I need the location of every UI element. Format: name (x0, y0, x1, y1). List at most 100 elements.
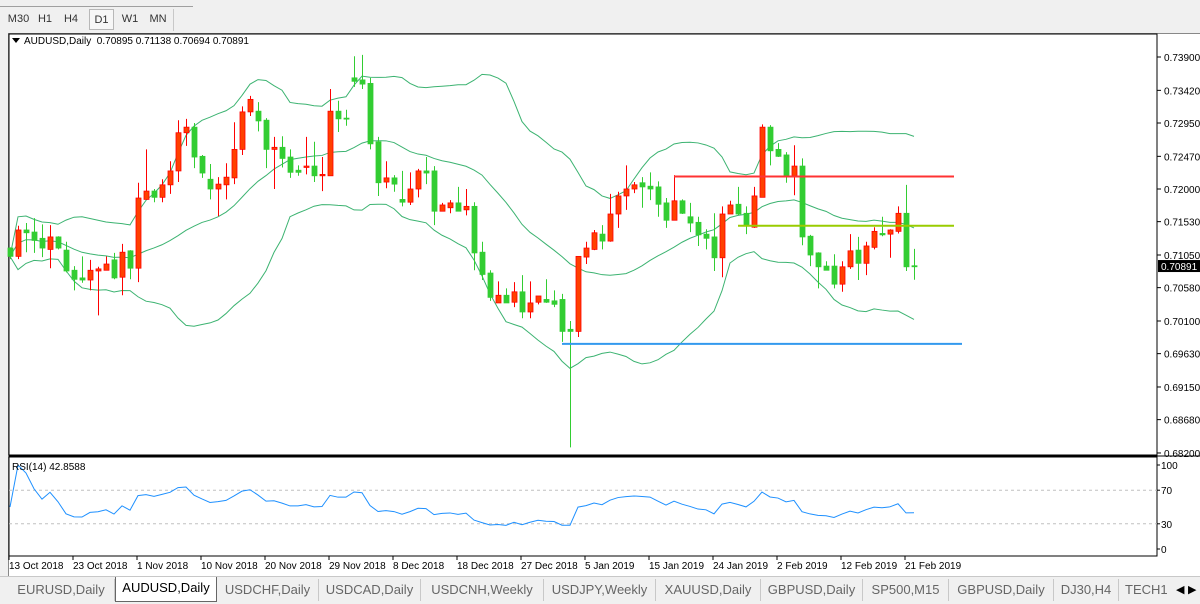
tab-usdcad-daily[interactable]: USDCAD,Daily (319, 579, 421, 601)
candle-body (87, 269, 94, 281)
price-tick-label: 0.73420 (1164, 86, 1200, 97)
candle (751, 186, 758, 228)
date-label: 2 Feb 2019 (777, 561, 828, 572)
candle (591, 229, 598, 251)
date-label: 1 Nov 2018 (137, 561, 189, 572)
candle-body (431, 170, 438, 212)
price-tick-label: 0.73900 (1164, 53, 1200, 64)
candle (735, 186, 742, 216)
rsi-header: RSI(14) 42.8588 (12, 462, 86, 473)
candle (463, 188, 470, 216)
rsi-tick-label: 100 (1161, 461, 1178, 472)
tab-usdchf-daily[interactable]: USDCHF,Daily (217, 579, 319, 601)
candle-body (591, 232, 598, 250)
candle (551, 290, 558, 308)
chevron-right-icon[interactable]: ▶ (1188, 584, 1197, 596)
candle-body (911, 265, 918, 268)
candle-body (783, 154, 790, 177)
candle (615, 191, 622, 228)
candle (871, 227, 878, 250)
candle (847, 234, 854, 269)
candle-body (375, 141, 382, 184)
price-tick-label: 0.69630 (1164, 350, 1200, 361)
candle (671, 175, 678, 221)
candle (319, 157, 326, 192)
date-label: 20 Nov 2018 (265, 561, 322, 572)
date-label: 10 Nov 2018 (201, 561, 258, 572)
tab-sp500-m15[interactable]: SP500,M15 (863, 579, 949, 601)
candle (455, 186, 462, 212)
bollinger-lower-band (9, 203, 915, 369)
chart-ohlc: 0.70895 0.71138 0.70694 0.70891 (96, 36, 249, 47)
timeframe-h4-button[interactable]: H4 (63, 13, 79, 25)
timeframe-mn-button[interactable]: MN (149, 13, 167, 25)
collapse-triangle-icon[interactable] (12, 38, 20, 43)
candle-body (335, 110, 342, 120)
candle-body (895, 212, 902, 232)
candle (15, 225, 22, 260)
candle (279, 136, 286, 168)
tab-usdjpy-weekly[interactable]: USDJPY,Weekly (544, 579, 656, 601)
candle-body (23, 229, 30, 234)
timeframe-h1-button[interactable]: H1 (37, 13, 53, 25)
chart-header: AUDUSD,Daily 0.70895 0.71138 0.70694 0.7… (12, 36, 249, 47)
timeframe-w1-button[interactable]: W1 (121, 13, 139, 25)
tab-audusd-daily[interactable]: AUDUSD,Daily (115, 577, 217, 602)
date-label: 5 Jan 2019 (585, 561, 635, 572)
candle-body (95, 268, 102, 272)
chevron-left-icon[interactable]: ◀ (1176, 584, 1185, 596)
candle-body (791, 165, 798, 177)
candle (863, 241, 870, 276)
candle (823, 261, 830, 271)
candle (647, 172, 654, 201)
candle (407, 172, 414, 205)
candle (623, 165, 630, 210)
candle (831, 254, 838, 289)
candle-body (839, 266, 846, 285)
candle-body (47, 236, 54, 250)
candle (271, 136, 278, 189)
candle-body (503, 294, 510, 304)
candle-body (679, 200, 686, 214)
tab-dj30-h4[interactable]: DJ30,H4 (1054, 579, 1119, 601)
candle-body (119, 251, 126, 278)
candle (151, 188, 158, 203)
tab-eurusd-daily[interactable]: EURUSD,Daily (8, 579, 115, 601)
candle (439, 202, 446, 212)
candle-body (127, 250, 134, 269)
candle-body (479, 251, 486, 275)
main-pane-frame (8, 33, 1158, 456)
tab-xauusd-daily[interactable]: XAUUSD,Daily (656, 579, 761, 601)
candle-body (327, 110, 334, 177)
tab-gbpusd-daily[interactable]: GBPUSD,Daily (761, 579, 863, 601)
candle-body (703, 233, 710, 239)
date-label: 29 Nov 2018 (329, 561, 386, 572)
candle-body (247, 98, 254, 113)
candle-body (823, 265, 830, 271)
timeframe-m30-button[interactable]: M30 (7, 13, 30, 25)
candle-body (255, 110, 262, 122)
candle-body (551, 300, 558, 305)
date-label: 15 Jan 2019 (649, 561, 704, 572)
candle (423, 157, 430, 185)
candle (175, 120, 182, 183)
tab-gbpusd-daily-2[interactable]: GBPUSD,Daily (949, 579, 1054, 601)
candle-body (663, 202, 670, 221)
candle-body (903, 212, 910, 268)
candle (127, 250, 134, 280)
candle (679, 199, 686, 215)
candle-body (407, 188, 414, 203)
candle-body (439, 204, 446, 212)
current-price-label: 0.70891 (1161, 262, 1198, 273)
candle-body (103, 263, 110, 271)
candle (167, 161, 174, 194)
candle-body (63, 249, 70, 272)
candle-body (199, 155, 206, 174)
tab-usdcnh-weekly[interactable]: USDCNH,Weekly (421, 579, 544, 601)
candle (367, 77, 374, 150)
timeframe-d1-button[interactable]: D1 (89, 9, 114, 30)
tab-tech1[interactable]: TECH1 (1125, 582, 1168, 597)
candle-body (567, 328, 574, 332)
candle-body (647, 185, 654, 190)
